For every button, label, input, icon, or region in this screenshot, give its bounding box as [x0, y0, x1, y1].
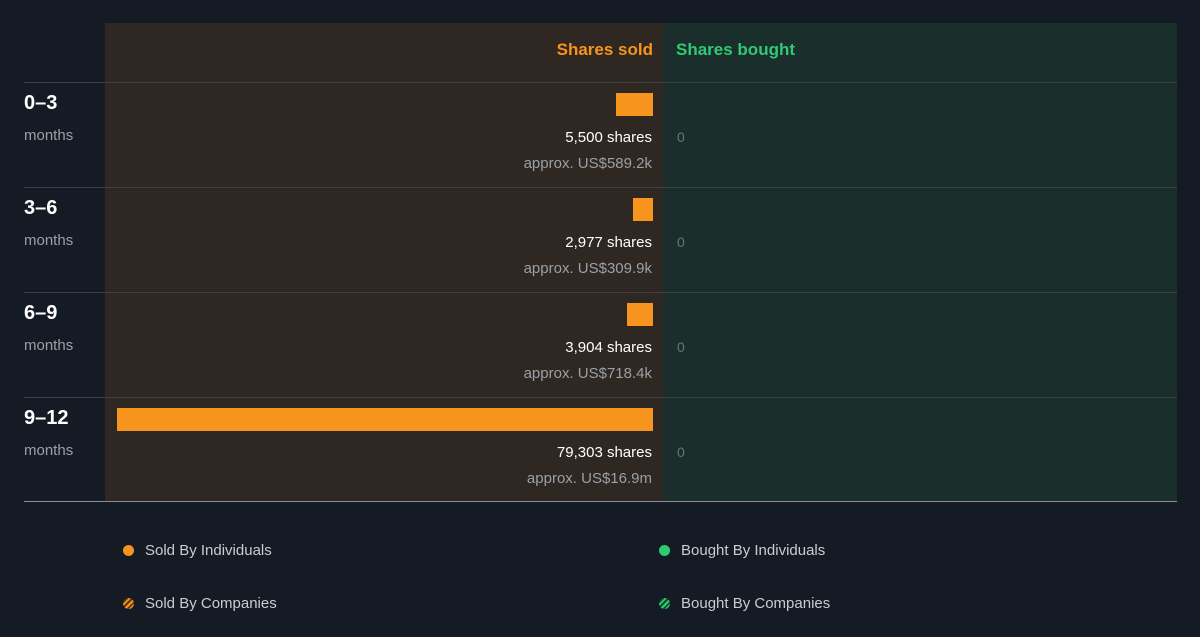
sold-bar [627, 303, 653, 326]
legend-bought-companies[interactable]: Bought By Companies [659, 595, 830, 612]
period-unit: months [24, 232, 74, 249]
period-label: 6–9 [24, 302, 58, 324]
approx-value: approx. US$309.9k [523, 260, 652, 277]
legend-label: Sold By Companies [145, 595, 277, 612]
period-label: 3–6 [24, 197, 58, 219]
period-unit: months [24, 337, 74, 354]
legend-sold-individuals[interactable]: Sold By Individuals [123, 542, 272, 559]
legend-label: Bought By Individuals [681, 542, 826, 559]
legend-label: Sold By Individuals [145, 542, 272, 559]
bought-panel [663, 23, 1177, 501]
shares-bought-value: 0 [677, 444, 685, 460]
shares-sold-label: 3,904 shares [565, 339, 652, 356]
shares-bought-value: 0 [677, 129, 685, 145]
bottom-axis [24, 501, 1177, 502]
approx-value: approx. US$589.2k [523, 155, 652, 172]
period-label: 0–3 [24, 92, 58, 114]
row-divider [24, 292, 1177, 293]
period-unit: months [24, 442, 74, 459]
legend-label: Bought By Companies [681, 595, 831, 612]
shares-bought-header: Shares bought [676, 40, 796, 59]
period-unit: months [24, 127, 74, 144]
shares-sold-header: Shares sold [556, 40, 653, 59]
row-divider [24, 187, 1177, 188]
shares-sold-label: 5,500 shares [565, 129, 652, 146]
row-divider [24, 397, 1177, 398]
sold-bar [616, 93, 653, 116]
period-label: 9–12 [24, 407, 69, 429]
sold-bar [633, 198, 653, 221]
green-striped-dot-icon [659, 598, 670, 609]
shares-sold-label: 2,977 shares [565, 234, 652, 251]
green-dot-icon [659, 545, 670, 556]
shares-bought-value: 0 [677, 234, 685, 250]
shares-bought-value: 0 [677, 339, 685, 355]
legend-bought-individuals[interactable]: Bought By Individuals [659, 542, 825, 559]
shares-sold-label: 79,303 shares [556, 444, 652, 461]
sold-bar [117, 408, 653, 431]
approx-value: approx. US$718.4k [523, 365, 652, 382]
row-divider [24, 82, 1177, 83]
legend-sold-companies[interactable]: Sold By Companies [123, 595, 277, 612]
orange-striped-dot-icon [123, 598, 134, 609]
approx-value: approx. US$16.9m [526, 470, 652, 487]
orange-dot-icon [123, 545, 134, 556]
